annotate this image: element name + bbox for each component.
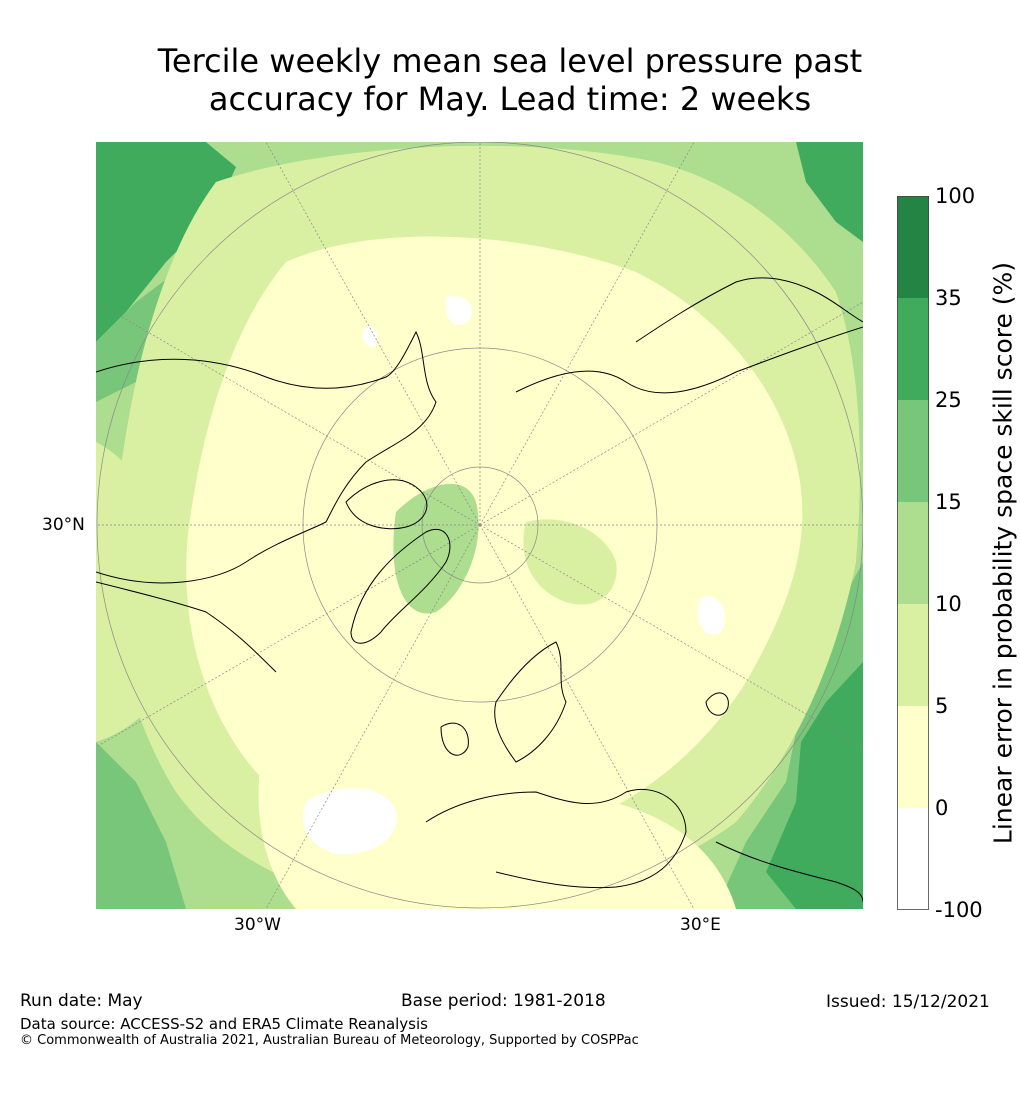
coastlines <box>96 277 863 903</box>
colorbar-bin <box>897 502 929 604</box>
colorbar <box>897 196 929 910</box>
colorbar-bin <box>897 604 929 706</box>
coast-siberia <box>635 277 863 343</box>
colorbar-bin <box>897 706 929 808</box>
skill-zone-arctic-east <box>523 519 617 605</box>
skill-zone-pale-core <box>186 236 803 847</box>
skill-zone-negative-4 <box>362 326 378 347</box>
colorbar-label: Linear error in probability space skill … <box>988 261 1018 845</box>
skill-zone-greenland <box>393 483 479 614</box>
skill-zone-negative-1 <box>302 788 397 855</box>
skill-zone-asia-high <box>766 662 863 909</box>
colorbar-tick-label: 35 <box>935 286 962 310</box>
skill-zone-pale-west <box>96 442 188 742</box>
coast-caspian <box>705 692 729 716</box>
coast-arctic-islands <box>345 479 428 530</box>
graticule-meridians <box>96 142 863 909</box>
colorbar-bin <box>897 298 929 400</box>
skill-zone-pale-south <box>258 702 736 909</box>
coast-europe <box>425 788 687 889</box>
colorbar-tick-label: 10 <box>935 592 962 616</box>
skill-zone-top-left <box>96 142 236 342</box>
coast-greenland <box>350 528 451 644</box>
latitude-label-30n: 30°N <box>42 515 85 535</box>
colorbar-tick-label: -100 <box>935 898 983 922</box>
skill-zone-top-right <box>796 142 863 242</box>
colorbar-tick-label: 25 <box>935 388 962 412</box>
coast-eurasia-north <box>515 326 863 394</box>
colorbar-bin <box>897 400 929 502</box>
coast-asia-south <box>715 841 863 903</box>
skill-score-map <box>96 142 863 909</box>
colorbar-tick-label: 100 <box>935 184 976 208</box>
coast-north-america <box>96 330 437 584</box>
coast-north-america-west <box>96 581 277 673</box>
colorbar-tick-label: 15 <box>935 490 962 514</box>
skill-zone-negative-2 <box>445 295 472 326</box>
skill-zone-negative-3 <box>697 596 725 635</box>
issued-date: Issued: 15/12/2021 <box>826 992 990 1012</box>
data-source: Data source: ACCESS-S2 and ERA5 Climate … <box>20 1015 428 1033</box>
base-period: Base period: 1981-2018 <box>401 991 606 1011</box>
longitude-label-30e: 30°E <box>680 915 721 935</box>
copyright: © Commonwealth of Australia 2021, Austra… <box>20 1033 639 1048</box>
colorbar-frame <box>897 196 929 910</box>
skill-zone-bottom-left <box>96 742 186 909</box>
coast-british-isles <box>440 722 469 756</box>
colorbar-tick-label: 0 <box>935 796 949 820</box>
coast-scandinavia <box>494 641 567 763</box>
colorbar-tick-label: 5 <box>935 694 949 718</box>
map-title-line-2: accuracy for May. Lead time: 2 weeks <box>208 80 812 118</box>
map-title-line-1: Tercile weekly mean sea level pressure p… <box>157 42 863 80</box>
longitude-label-30w: 30°W <box>234 915 281 935</box>
colorbar-bin <box>897 808 929 910</box>
run-date: Run date: May <box>20 991 143 1011</box>
colorbar-bin <box>897 196 929 298</box>
